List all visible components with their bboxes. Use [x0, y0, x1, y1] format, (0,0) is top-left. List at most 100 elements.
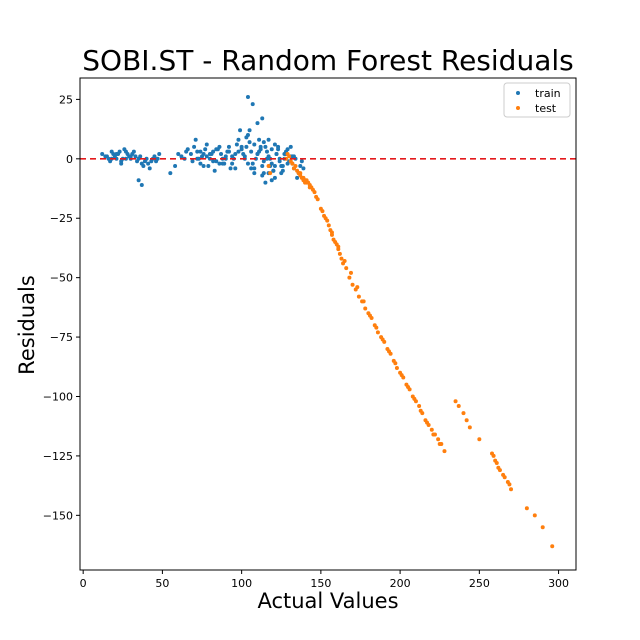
train-point	[252, 142, 257, 147]
train-point	[238, 128, 243, 133]
train-point	[261, 159, 266, 164]
train-point	[136, 178, 141, 183]
test-point	[374, 325, 379, 330]
train-point	[234, 142, 239, 147]
y-tick-label: −75	[50, 331, 73, 344]
test-point	[394, 365, 399, 370]
x-tick-label: 200	[390, 577, 411, 590]
train-point	[204, 142, 209, 147]
test-point	[320, 209, 325, 214]
test-point	[298, 171, 303, 176]
test-point	[356, 294, 361, 299]
y-axis-label: Residuals	[15, 275, 39, 375]
train-point	[131, 149, 136, 154]
train-point	[249, 166, 254, 171]
train-point	[266, 137, 271, 142]
test-point	[323, 216, 328, 221]
test-point	[456, 404, 461, 408]
train-point	[195, 156, 200, 161]
train-point	[236, 137, 241, 142]
test-point	[290, 161, 295, 166]
y-tick-label: −125	[43, 450, 73, 463]
train-point	[301, 166, 306, 171]
train-point	[252, 166, 257, 171]
test-point	[314, 194, 319, 199]
x-tick-label: 250	[469, 577, 490, 590]
test-point	[336, 244, 341, 249]
train-point	[247, 128, 252, 133]
test-point	[329, 230, 334, 235]
train-point	[100, 152, 105, 157]
train-point	[207, 152, 212, 157]
train-point	[147, 166, 152, 171]
train-point	[280, 163, 285, 168]
train-point	[252, 171, 257, 176]
train-point	[201, 152, 206, 157]
test-point	[406, 384, 411, 389]
test-point	[429, 427, 434, 432]
train-point	[226, 149, 231, 154]
train-point	[272, 163, 277, 168]
chart-title: SOBI.ST - Random Forest Residuals	[82, 44, 573, 77]
train-point	[272, 142, 277, 147]
y-tick-label: −150	[43, 509, 73, 522]
train-point	[244, 135, 249, 140]
train-point	[198, 161, 203, 166]
test-point	[344, 266, 349, 271]
train-point	[236, 149, 241, 154]
test-point	[284, 156, 289, 161]
test-point	[348, 270, 353, 275]
train-point	[176, 152, 181, 157]
train-point	[219, 152, 224, 157]
train-point	[193, 137, 198, 142]
test-point	[491, 453, 496, 458]
train-point	[230, 161, 235, 166]
legend-marker-test	[516, 106, 520, 110]
train-point	[138, 154, 143, 159]
train-point	[206, 163, 211, 168]
train-point	[272, 175, 277, 180]
test-point	[293, 163, 298, 168]
train-point	[298, 163, 303, 168]
train-point	[144, 156, 149, 161]
train-point	[242, 154, 247, 159]
train-point	[279, 171, 284, 176]
train-point	[195, 149, 200, 154]
train-point	[282, 152, 287, 157]
plot-marks: 0 50 100 150 200 250 300250−25−50−75−100−125−1…	[43, 93, 576, 590]
legend-label-train: train	[535, 87, 561, 100]
train-point	[249, 149, 254, 154]
test-point	[502, 475, 507, 480]
train-point	[295, 175, 300, 180]
train-point	[260, 173, 265, 178]
train-point	[155, 156, 160, 161]
train-point	[230, 154, 235, 159]
y-tick-label: −50	[50, 272, 73, 285]
test-point	[524, 506, 529, 511]
train-point	[269, 147, 274, 152]
test-point	[347, 275, 352, 280]
train-point	[157, 152, 162, 157]
legend: train test	[503, 82, 571, 118]
train-point	[263, 180, 268, 185]
train-point	[168, 171, 173, 176]
plot-frame	[79, 77, 577, 571]
legend-box	[503, 82, 571, 118]
train-point	[233, 152, 238, 157]
test-point	[418, 408, 423, 413]
test-point	[304, 180, 309, 185]
y-tick-label: −100	[43, 390, 73, 403]
test-point	[532, 513, 537, 518]
train-point	[119, 159, 124, 164]
y-tick-label: 25	[59, 93, 73, 106]
train-point	[152, 154, 157, 159]
test-point	[540, 525, 545, 530]
train-point	[141, 163, 146, 168]
x-tick-label: 150	[310, 577, 331, 590]
test-point	[464, 418, 469, 423]
test-point	[337, 251, 342, 256]
test-point	[436, 437, 441, 442]
train-point	[220, 161, 225, 166]
train-point	[269, 178, 274, 183]
train-point	[245, 161, 250, 166]
